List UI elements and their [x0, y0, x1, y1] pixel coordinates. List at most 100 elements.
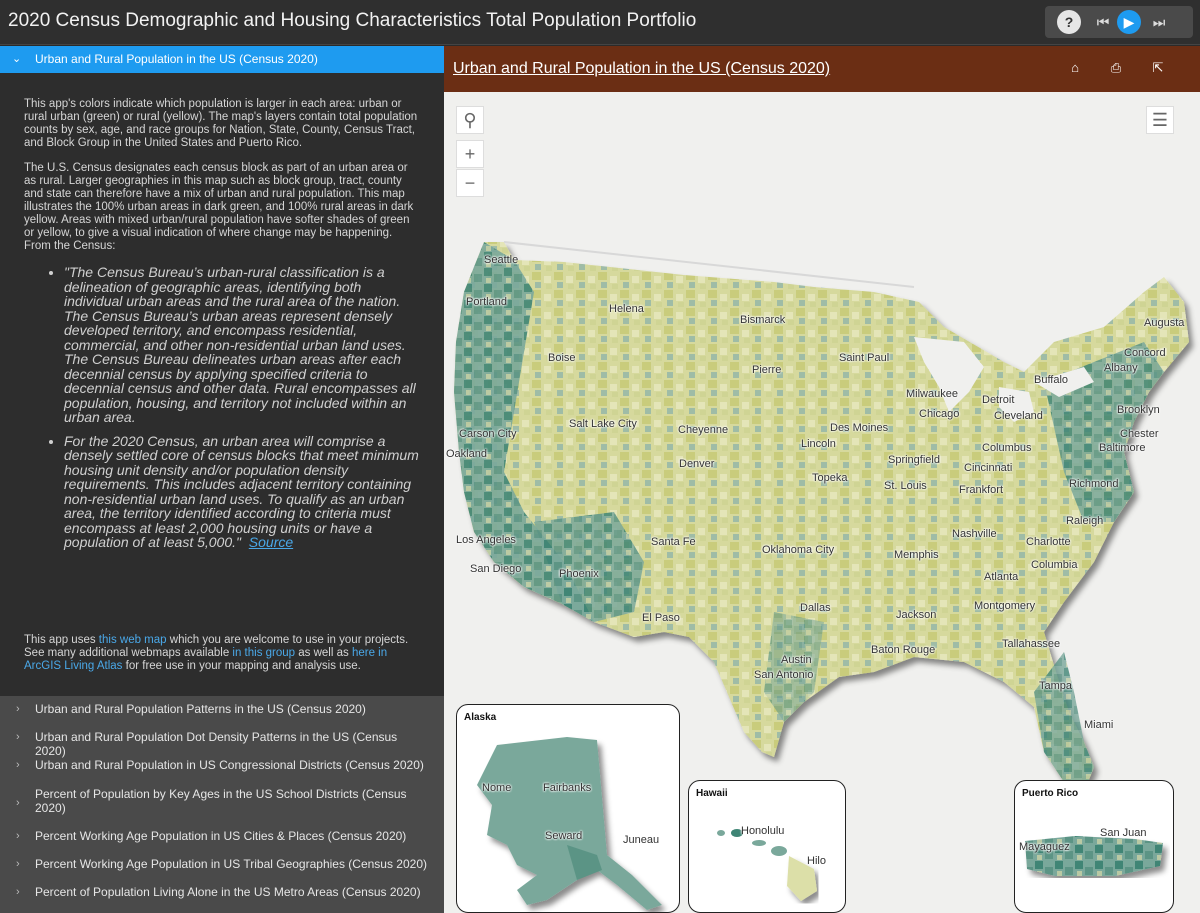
legend-button[interactable]: ☰: [1146, 106, 1174, 134]
app-title: 2020 Census Demographic and Housing Char…: [8, 10, 697, 31]
city-label: Frankfort: [959, 484, 1004, 496]
city-label: Columbia: [1031, 559, 1078, 571]
city-label: Springfield: [888, 454, 940, 466]
quote-item: For the 2020 Census, an urban area will …: [64, 433, 422, 550]
city-label: Lincoln: [801, 438, 836, 450]
tab-label: Percent Working Age Population in US Tri…: [35, 857, 427, 871]
city-label: Honolulu: [741, 825, 785, 837]
city-label: Bismarck: [740, 314, 786, 326]
city-label: Jackson: [896, 609, 937, 621]
quote-list: "The Census Bureau’s urban-rural classif…: [24, 265, 422, 550]
footer-text: This app uses: [24, 634, 99, 646]
city-label: Topeka: [812, 472, 848, 484]
city-label: St. Louis: [884, 480, 927, 492]
city-label: Nome: [482, 782, 512, 794]
tab-label: Percent of Population Living Alone in th…: [35, 885, 421, 899]
puerto-rico-map: [1025, 836, 1163, 876]
search-icon: ⚲: [463, 109, 477, 130]
chevron-right-icon: ›: [16, 759, 20, 771]
footer-paragraph: This app uses this web map which you are…: [24, 634, 424, 673]
city-label: Mayaguez: [1019, 841, 1070, 853]
active-tab[interactable]: ⌄ Urban and Rural Population in the US (…: [0, 46, 444, 73]
city-label: San Antonio: [754, 669, 814, 681]
city-label: Cheyenne: [678, 424, 729, 436]
hawaii-inset[interactable]: Hawaii Honolulu Hilo: [688, 780, 846, 913]
city-label: Oklahoma City: [762, 544, 835, 556]
inset-title: Hawaii: [696, 788, 728, 799]
city-label: Pierre: [752, 364, 782, 376]
next-button[interactable]: ⏭: [1152, 13, 1166, 30]
quote-item: "The Census Bureau’s urban-rural classif…: [64, 265, 422, 425]
tab-label: Urban and Rural Population in US Congres…: [35, 758, 424, 772]
paragraph: The U.S. Census designates each census b…: [24, 162, 414, 252]
chevron-right-icon: ›: [16, 731, 20, 743]
city-label: Denver: [679, 458, 715, 470]
city-label: Hilo: [807, 855, 826, 867]
alaska-inset[interactable]: Alaska Nome Fairbanks Seward Juneau: [456, 704, 680, 913]
city-label: Dallas: [800, 602, 831, 614]
city-label: Salt Lake City: [569, 418, 637, 430]
city-label: Nashville: [952, 528, 997, 540]
previous-button[interactable]: ⏮: [1096, 13, 1110, 30]
city-label: Helena: [609, 303, 644, 315]
map-view[interactable]: ⚲ + − ☰ Seattle Portland Helena Bismarck…: [444, 92, 1200, 913]
contiguous-us-shape: [454, 242, 1189, 792]
city-label: Tallahassee: [1002, 638, 1061, 650]
footer-text: as well as: [295, 647, 352, 659]
hawaii-map: [717, 829, 817, 901]
tab-label: Percent Working Age Population in US Cit…: [35, 829, 407, 843]
city-label: Chester: [1120, 428, 1159, 440]
city-label: San Diego: [470, 563, 522, 575]
tab-label: Urban and Rural Population Dot Density P…: [35, 730, 398, 758]
city-label: Seward: [545, 830, 583, 842]
story-nav-controls: ? ⏮ ▶ ⏭: [1045, 6, 1193, 38]
city-label: Memphis: [894, 549, 939, 561]
chevron-right-icon: ›: [16, 703, 20, 715]
home-icon[interactable]: ⌂: [1071, 60, 1079, 75]
print-icon[interactable]: ⎙: [1110, 60, 1122, 75]
puerto-rico-inset[interactable]: Puerto Rico San Juan Mayaguez: [1014, 780, 1174, 913]
city-label: Los Angeles: [456, 534, 516, 546]
footer-text: which you are welcome to use in your pro…: [24, 634, 409, 659]
city-label: El Paso: [642, 612, 680, 624]
share-icon[interactable]: ⇱: [1152, 60, 1164, 75]
city-label: Montgomery: [974, 600, 1036, 612]
city-label: Richmond: [1069, 478, 1119, 490]
city-label: Carson City: [459, 428, 517, 440]
map-header: Urban and Rural Population in the US (Ce…: [444, 46, 1200, 92]
paragraph: This app's colors indicate which populat…: [24, 98, 418, 149]
chevron-right-icon: ›: [16, 858, 20, 870]
search-button[interactable]: ⚲: [456, 106, 484, 134]
inset-title: Puerto Rico: [1022, 788, 1079, 799]
play-button[interactable]: ▶: [1117, 10, 1141, 34]
zoom-in-button[interactable]: +: [456, 140, 484, 168]
sidebar: ⌄ Urban and Rural Population in the US (…: [0, 46, 444, 913]
city-label: Des Moines: [830, 422, 889, 434]
city-label: Tampa: [1039, 680, 1073, 692]
city-label: Juneau: [623, 834, 660, 846]
city-label: Fairbanks: [543, 782, 592, 794]
city-label: Charlotte: [1026, 536, 1071, 548]
city-label: Concord: [1124, 347, 1166, 359]
city-label: Baton Rouge: [871, 644, 936, 656]
city-label: Seattle: [484, 254, 519, 266]
group-link[interactable]: in this group: [232, 647, 296, 659]
inset-title: Alaska: [464, 712, 497, 723]
tab-label: Urban and Rural Population Patterns in t…: [35, 702, 366, 716]
living-atlas-link[interactable]: here in ArcGIS Living Atlas: [24, 647, 388, 672]
list-icon: ☰: [1151, 109, 1169, 130]
source-link[interactable]: Source: [248, 534, 294, 550]
city-label: Cincinnati: [964, 462, 1013, 474]
city-label: Miami: [1084, 719, 1114, 731]
help-button[interactable]: ?: [1057, 10, 1081, 34]
alaska-map: [477, 737, 662, 910]
tab-label: Percent of Population by Key Ages in the…: [35, 787, 407, 815]
map-title[interactable]: Urban and Rural Population in the US (Ce…: [453, 60, 831, 77]
web-map-link[interactable]: this web map: [98, 634, 167, 646]
city-label: Chicago: [919, 408, 960, 420]
city-label: Detroit: [982, 394, 1015, 406]
city-label: Columbus: [982, 442, 1032, 454]
city-label: Cleveland: [994, 410, 1043, 422]
zoom-out-button[interactable]: −: [456, 169, 484, 197]
city-label: Oakland: [446, 448, 487, 460]
